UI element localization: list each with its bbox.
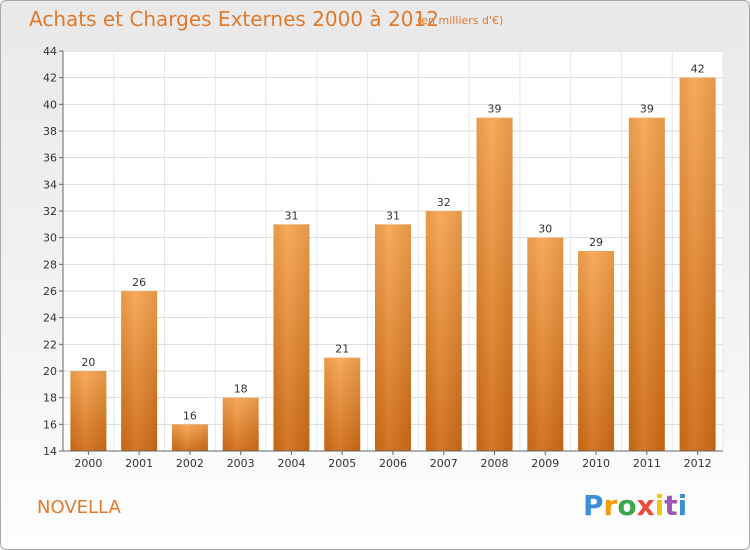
data-label: 30	[538, 223, 552, 236]
bar-shade	[375, 224, 411, 451]
data-label: 20	[81, 356, 95, 369]
logo-letter: r	[603, 489, 618, 522]
x-tick-label: 2006	[379, 457, 407, 470]
bar-shade	[578, 251, 615, 451]
x-tick-label: 2007	[430, 457, 458, 470]
labels: 20 26 16 18 31 21 31 32 39 30 29 39 42	[81, 63, 704, 423]
bar-shade	[628, 117, 665, 452]
x-tick-label: 2012	[684, 457, 712, 470]
x-tick-label: 2002	[176, 457, 204, 470]
bar-shade	[171, 424, 208, 451]
y-tick-label: 38	[43, 125, 57, 138]
bar-shade	[121, 291, 158, 451]
y-tick-label: 16	[43, 418, 57, 431]
bar-shade	[70, 371, 107, 451]
y-tick-label: 26	[43, 285, 57, 298]
x-tick-label: 2004	[277, 457, 305, 470]
x-tick-label: 2005	[328, 457, 356, 470]
unit-note: (en milliers d'€)	[417, 14, 504, 27]
x-tick-label: 2008	[481, 457, 509, 470]
y-tick-label: 30	[43, 232, 57, 245]
logo-letter: x	[636, 489, 655, 522]
data-label: 42	[691, 63, 705, 76]
commune-name: NOVELLA	[37, 497, 121, 518]
y-tick-label: 36	[43, 152, 57, 165]
data-label: 18	[234, 383, 248, 396]
chart-title: Achats et Charges Externes 2000 à 2012	[29, 7, 439, 31]
y-tick-label: 14	[43, 445, 57, 458]
data-label: 39	[640, 103, 654, 116]
x-tick-label: 2001	[125, 457, 153, 470]
y-tick-label: 44	[43, 45, 57, 58]
y-tick-label: 24	[43, 312, 57, 325]
data-label: 39	[488, 103, 502, 116]
bar-shade	[679, 77, 716, 452]
data-label: 29	[589, 236, 603, 249]
y-tick-label: 40	[43, 98, 57, 111]
x-tick-label: 2000	[74, 457, 102, 470]
x-tick-label: 2011	[633, 457, 661, 470]
x-tick-label: 2003	[227, 457, 255, 470]
bar-shade	[273, 224, 310, 451]
proxiti-logo: Proxiti	[583, 489, 687, 522]
logo-letter: P	[583, 489, 604, 522]
bar-shade	[527, 237, 564, 451]
logo-letter: t	[664, 489, 678, 522]
logo-letter: o	[617, 489, 637, 522]
y-tick-label: 34	[43, 178, 57, 191]
y-tick-label: 18	[43, 392, 57, 405]
logo-letter: i	[654, 489, 665, 522]
axes: 14 16 18 20 22 24 26 28 30 32 34 36 38 40 42 44 2000 2001…	[43, 45, 723, 470]
data-label: 32	[437, 196, 451, 209]
data-label: 26	[132, 276, 146, 289]
x-tick-label: 2009	[531, 457, 559, 470]
bars	[70, 77, 716, 452]
x-tick-label: 2010	[582, 457, 610, 470]
data-label: 31	[386, 209, 400, 222]
y-tick-label: 22	[43, 338, 57, 351]
y-tick-label: 20	[43, 365, 57, 378]
y-tick-label: 42	[43, 72, 57, 85]
logo-letter: i	[677, 489, 688, 522]
y-tick-label: 32	[43, 205, 57, 218]
data-label: 31	[284, 209, 298, 222]
bar-shade	[222, 397, 259, 451]
data-label: 21	[335, 343, 349, 356]
bar-shade	[324, 357, 361, 451]
data-label: 16	[183, 409, 197, 422]
bar-shade	[476, 117, 513, 452]
bar-shade	[425, 211, 462, 451]
y-tick-label: 28	[43, 258, 57, 271]
